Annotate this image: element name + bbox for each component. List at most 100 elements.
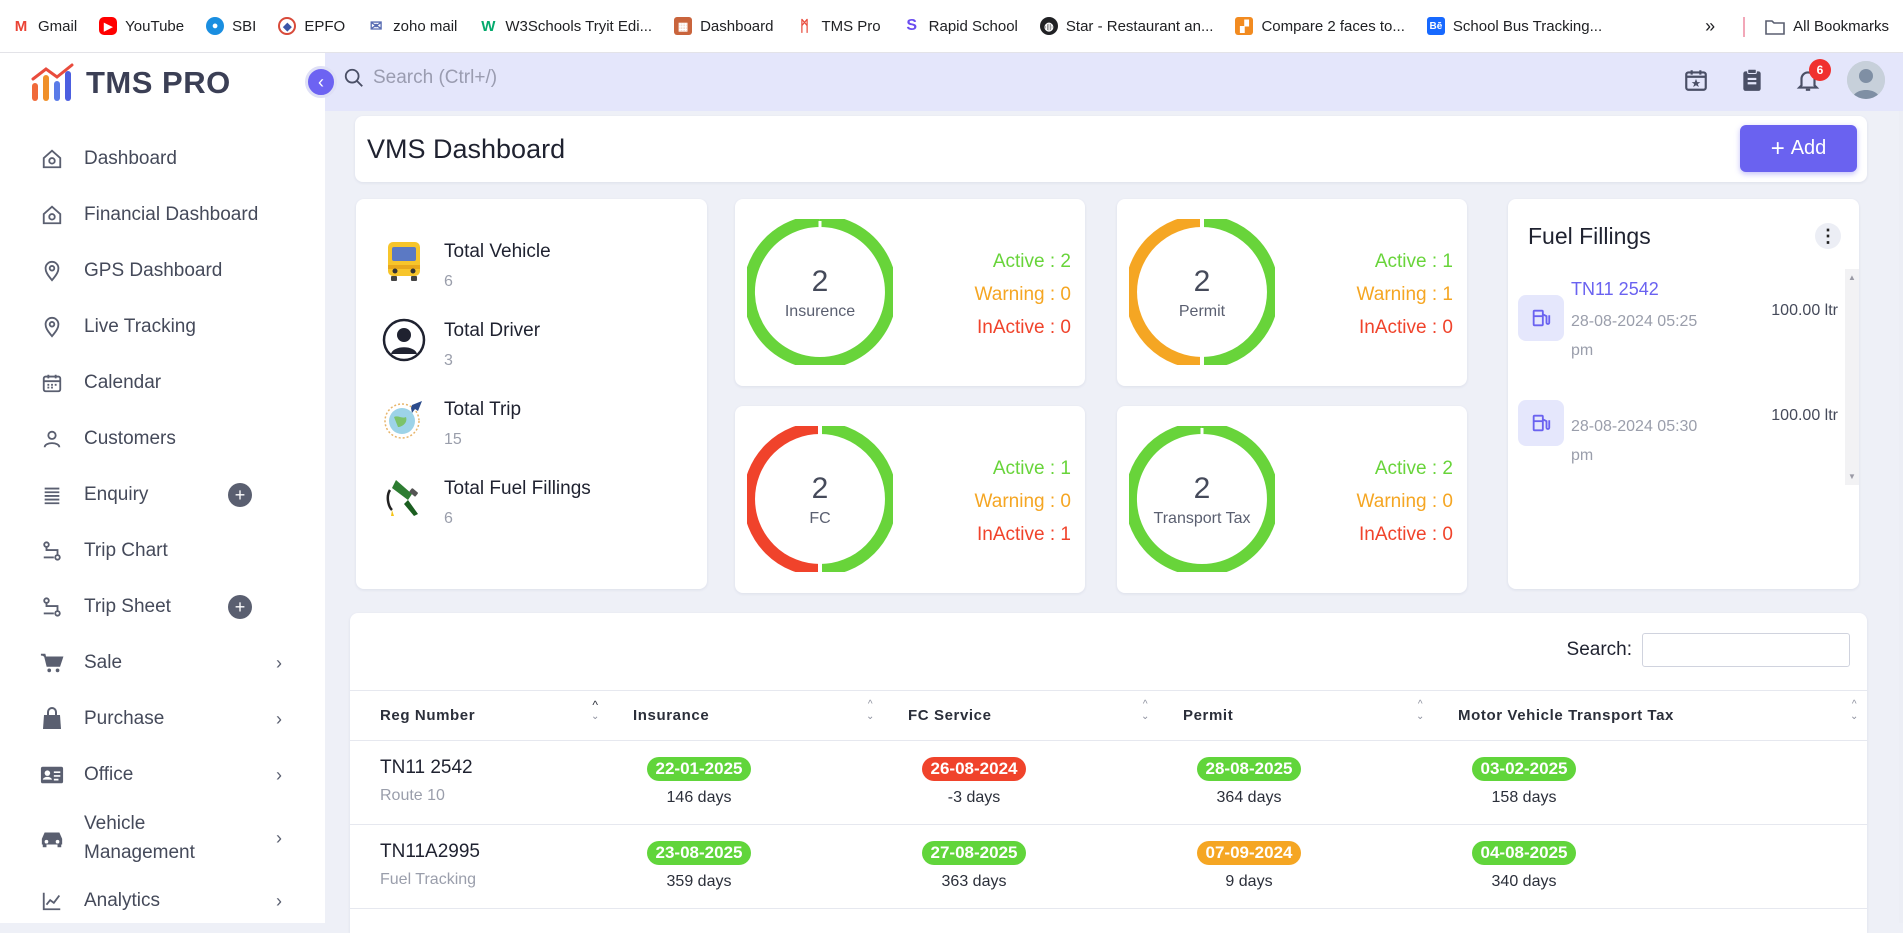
ring-total: 2 (1193, 472, 1211, 505)
sort-icon[interactable]: ^ ⌄ (866, 699, 875, 722)
search-placeholder: Search (Ctrl+/) (373, 67, 498, 88)
bookmark-dashboard[interactable]: ▦ Dashboard (674, 17, 773, 35)
bookmark-epfo[interactable]: ◆ EPFO (278, 17, 345, 35)
list-item[interactable]: 28-08-2024 05:30 pm 100.00 ltr (1518, 374, 1838, 464)
add-button[interactable]: + Add (1740, 125, 1857, 172)
notification-badge: 6 (1809, 59, 1831, 81)
driver-icon (382, 318, 426, 362)
column-header-reg-number[interactable]: Reg Number (380, 707, 476, 724)
scroll-up-icon[interactable]: ▲ (1848, 273, 1856, 282)
column-header-insurance[interactable]: Insurance (633, 707, 710, 724)
sidebar-item-purchase[interactable]: Purchase › (0, 691, 325, 747)
sidebar-collapse-button[interactable]: ‹ (305, 66, 337, 98)
ring-legend: Active : 1 Warning : 1 InActive : 0 (1356, 251, 1453, 338)
table-row[interactable]: TN11A2995 Fuel Tracking 23-08-2025 359 da… (350, 825, 1867, 909)
stat-total-fuel-fillings[interactable]: Total Fuel Fillings 6 (382, 476, 591, 528)
kebab-menu-icon[interactable]: ⋮ (1815, 223, 1841, 249)
stat-total-trip[interactable]: Total Trip 15 (382, 397, 521, 449)
stat-total-driver[interactable]: Total Driver 3 (382, 318, 540, 370)
chevron-right-icon: › (276, 890, 282, 911)
clipboard-icon[interactable] (1735, 63, 1769, 97)
reg-number[interactable]: TN11 2542 (380, 757, 473, 778)
calendar-icon (40, 371, 64, 395)
bookmark-w3schools[interactable]: W W3Schools Tryit Edi... (479, 17, 653, 35)
page-scrollbar[interactable] (1899, 111, 1903, 923)
sort-icon[interactable]: ^ ⌄ (591, 698, 600, 722)
permit-status-card[interactable]: 2 Permit Active : 1 Warning : 1 InActive… (1117, 199, 1467, 386)
list-icon (40, 483, 64, 507)
transport-tax-status-card[interactable]: 2 Transport Tax Active : 2 Warning : 0 I… (1117, 406, 1467, 593)
sidebar-item-sale[interactable]: Sale › (0, 635, 325, 691)
fuel-list-scrollbar[interactable]: ▲ ▼ (1845, 269, 1859, 485)
id-card-icon (40, 763, 64, 787)
bookmark-sbi[interactable]: ● SBI (206, 17, 256, 35)
sidebar-item-analytics[interactable]: Analytics › (0, 873, 325, 929)
sidebar-item-calendar[interactable]: Calendar (0, 355, 325, 411)
insurance-donut-chart (747, 219, 893, 365)
chevron-left-icon: ‹ (318, 71, 324, 92)
bookmark-school-bus[interactable]: Bē School Bus Tracking... (1426, 17, 1602, 35)
sort-icon[interactable]: ^ ⌄ (1416, 699, 1425, 722)
fuel-fillings-title: Fuel Fillings (1528, 223, 1651, 249)
sidebar-item-trip-sheet[interactable]: Trip Sheet + (0, 579, 325, 635)
sidebar-item-gps-dashboard[interactable]: GPS Dashboard (0, 243, 325, 299)
sidebar-item-dashboard[interactable]: Dashboard (0, 131, 325, 187)
insurance-status-card[interactable]: 2 Insurence Active : 2 Warning : 0 InAct… (735, 199, 1085, 386)
bookmark-gmail[interactable]: M Gmail (12, 17, 77, 35)
bookmark-star-restaurant[interactable]: ◍ Star - Restaurant an... (1039, 17, 1213, 35)
table-row[interactable]: TN11 2542 Route 10 22-01-2025 146 days 26… (350, 741, 1867, 825)
table-search-input[interactable] (1642, 633, 1850, 667)
notification-bell-icon[interactable]: 6 (1791, 59, 1831, 97)
global-search[interactable]: Search (Ctrl+/) (343, 67, 497, 89)
w3schools-icon: W (479, 17, 498, 35)
status-badge: 22-01-2025 (646, 757, 752, 781)
more-bookmarks-chevron[interactable]: » (1705, 16, 1716, 36)
dashboard-favicon: ▦ (674, 17, 693, 35)
bookmark-youtube[interactable]: ▶ YouTube (99, 17, 184, 35)
ring-label: Insurence (784, 303, 856, 320)
bookmark-zoho-mail[interactable]: ✉ zoho mail (367, 17, 457, 35)
table-search: Search: (1567, 633, 1850, 667)
ring-label: Transport Tax (1153, 510, 1251, 527)
sidebar-item-office[interactable]: Office › (0, 747, 325, 803)
sidebar-item-trip-chart[interactable]: Trip Chart (0, 523, 325, 579)
column-header-permit[interactable]: Permit (1183, 707, 1234, 724)
sidebar-item-vehicle-management[interactable]: Vehicle Management › (0, 803, 325, 873)
bookmark-compare-faces[interactable]: ▞ Compare 2 faces to... (1235, 17, 1405, 35)
trip-sheet-add-button[interactable]: + (228, 595, 252, 619)
fc-status-card[interactable]: 2 FC Active : 1 Warning : 0 InActive : 1 (735, 406, 1085, 593)
sidebar-item-customers[interactable]: Customers (0, 411, 325, 467)
reg-number[interactable]: TN11A2995 (380, 841, 480, 862)
fuel-quantity: 100.00 ltr (1771, 302, 1838, 319)
calendar-star-icon[interactable] (1679, 63, 1713, 97)
search-icon (344, 68, 363, 87)
column-header-fc-service[interactable]: FC Service (908, 707, 992, 724)
sort-icon[interactable]: ^ ⌄ (1850, 699, 1859, 722)
status-badge: 26-08-2024 (921, 757, 1027, 781)
stat-total-vehicle[interactable]: Total Vehicle 6 (382, 239, 551, 291)
fuel-pump-icon (1518, 400, 1564, 446)
summary-stats-card: Total Vehicle 6 Total Driver 3 Total Trip 1… (356, 199, 707, 589)
gmail-icon: M (12, 17, 30, 35)
list-item[interactable]: TN11 2542 28-08-2024 05:25 pm 100.00 ltr (1518, 269, 1838, 359)
bookmark-rapid-school[interactable]: S Rapid School (902, 17, 1018, 35)
scroll-down-icon[interactable]: ▼ (1848, 472, 1856, 481)
avatar[interactable] (1847, 61, 1885, 99)
bookmark-tms-pro[interactable]: ᛗ TMS Pro (795, 17, 881, 35)
fuel-pump-icon (1518, 295, 1564, 341)
all-bookmarks-link[interactable]: All Bookmarks (1793, 18, 1889, 35)
sidebar-item-live-tracking[interactable]: Live Tracking (0, 299, 325, 355)
app-name: TMS PRO (86, 65, 231, 100)
sort-icon[interactable]: ^ ⌄ (1141, 699, 1150, 722)
sidebar-item-financial-dashboard[interactable]: Financial Dashboard (0, 187, 325, 243)
enquiry-add-button[interactable]: + (228, 483, 252, 507)
sidebar-item-enquiry[interactable]: Enquiry + (0, 467, 325, 523)
zoho-mail-icon: ✉ (367, 17, 386, 35)
app-logo[interactable]: TMS PRO (30, 63, 231, 103)
bookmarks-separator (1743, 16, 1746, 37)
fc-ring-inactive (747, 426, 821, 572)
route-icon (40, 539, 64, 563)
tms-logo-icon (31, 63, 74, 101)
column-header-motor-vehicle-transport-tax[interactable]: Motor Vehicle Transport Tax (1458, 707, 1674, 724)
fuel-reg-number[interactable]: TN11 2542 (1571, 279, 1659, 299)
